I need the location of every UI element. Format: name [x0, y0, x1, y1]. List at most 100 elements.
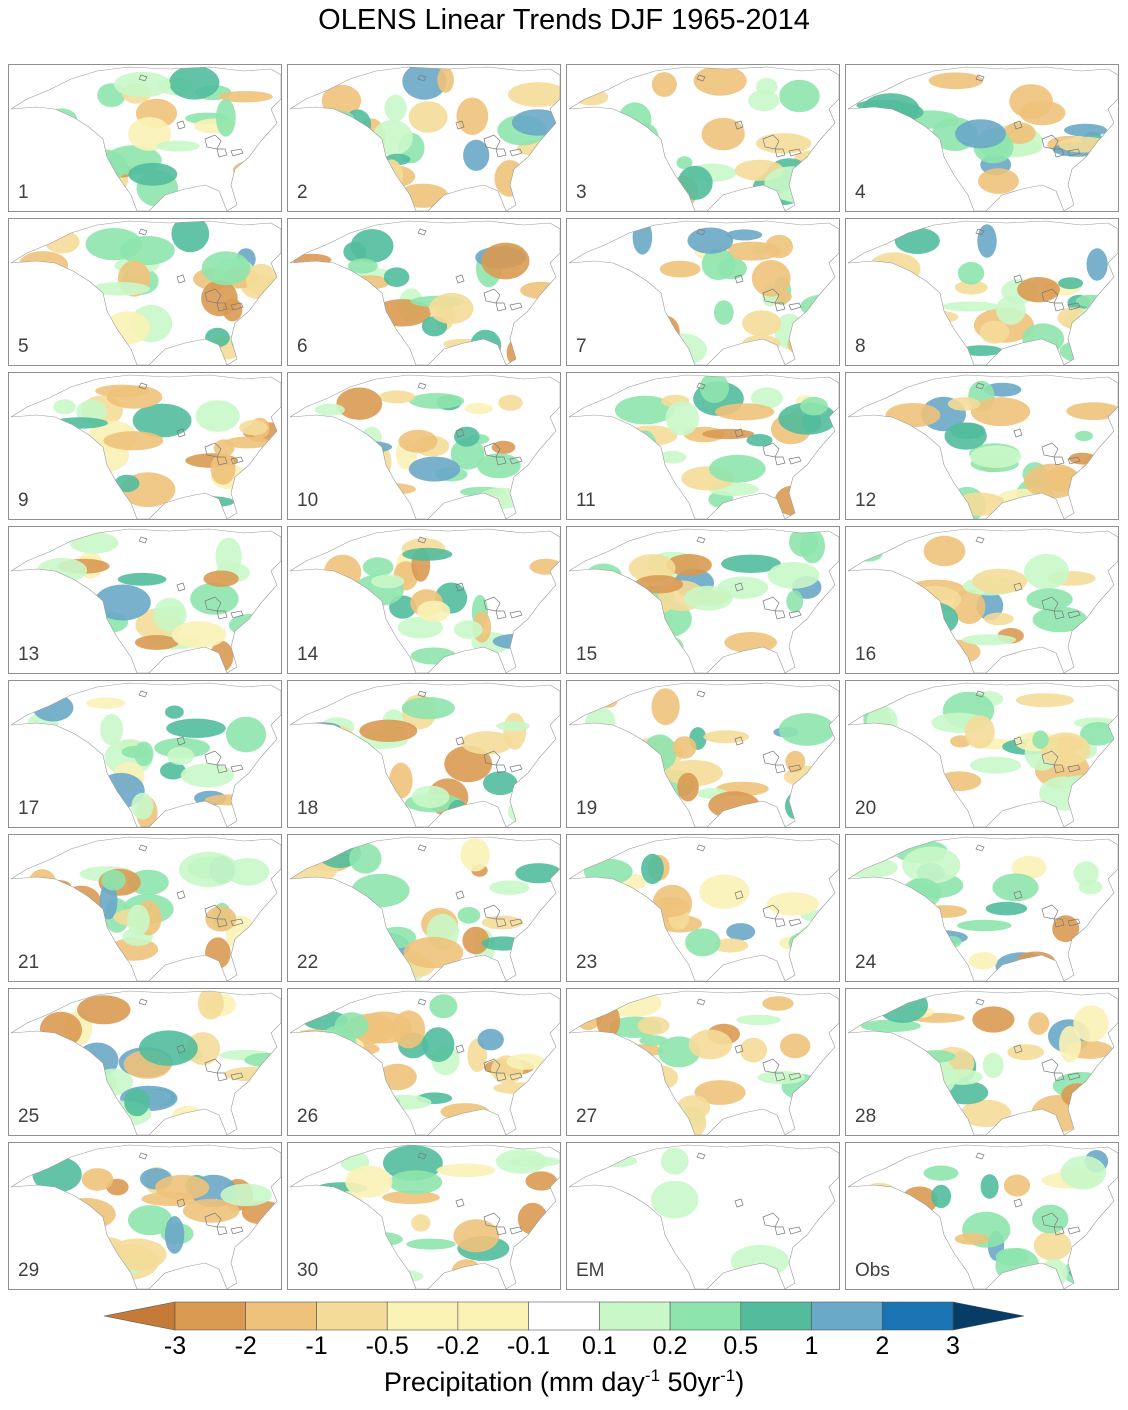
map-panel-10: 10 [287, 372, 561, 520]
map-field [289, 374, 560, 519]
panel-label: 8 [855, 336, 866, 357]
map-panel-14: 14 [287, 526, 561, 674]
map-panel-29: 29 [8, 1142, 282, 1290]
panel-label: 22 [297, 952, 319, 973]
panel-label: 27 [576, 1106, 598, 1127]
panel-label: 30 [297, 1260, 319, 1281]
map-panel-11: 11 [566, 372, 840, 520]
colorbar-swatch [528, 1301, 600, 1331]
map-field [10, 528, 281, 673]
panel-label: 7 [576, 336, 587, 357]
map-panel-6: 6 [287, 218, 561, 366]
panel-label: 11 [576, 490, 596, 511]
map-field [847, 528, 1118, 673]
map-panel-16: 16 [845, 526, 1119, 674]
map-panel-22: 22 [287, 834, 561, 982]
colorbar-tick-label: 3 [946, 1332, 960, 1360]
panel-label: EM [576, 1260, 605, 1281]
map-field [847, 990, 1118, 1135]
panel-label: 15 [576, 644, 598, 665]
panel-label: 5 [18, 336, 29, 357]
colorbar-swatch [386, 1301, 459, 1331]
colorbar-swatch [174, 1301, 246, 1331]
map-panel-em: EM [566, 1142, 840, 1290]
panel-label: 20 [855, 798, 877, 819]
colorbar-swatch [811, 1301, 883, 1331]
panel-label: 1 [18, 182, 29, 203]
map-panel-1: 1 [8, 64, 282, 212]
map-panel-23: 23 [566, 834, 840, 982]
map-field [568, 1144, 839, 1289]
colorbar-title-sup1: -1 [644, 1366, 661, 1385]
map-field [568, 528, 839, 673]
map-panel-19: 19 [566, 680, 840, 828]
map-panel-30: 30 [287, 1142, 561, 1290]
map-panel-25: 25 [8, 988, 282, 1136]
colorbar-swatch [316, 1301, 388, 1331]
map-panel-24: 24 [845, 834, 1119, 982]
panel-label: 24 [855, 952, 877, 973]
panel-label: 4 [855, 182, 866, 203]
map-field [568, 374, 839, 519]
map-panel-26: 26 [287, 988, 561, 1136]
panel-label: 28 [855, 1106, 877, 1127]
map-field [289, 990, 560, 1135]
map-field [289, 836, 560, 981]
panel-label: 18 [297, 798, 319, 819]
colorbar [103, 1301, 1025, 1331]
colorbar-right-arrow [952, 1301, 1025, 1331]
colorbar-tick-label: -0.1 [507, 1332, 551, 1360]
colorbar-swatch [245, 1301, 317, 1331]
map-field [289, 1144, 560, 1289]
colorbar-left-arrow [103, 1301, 176, 1331]
colorbar-tick-label: -3 [163, 1332, 187, 1360]
map-panel-obs: Obs [845, 1142, 1119, 1290]
panel-label: 26 [297, 1106, 319, 1127]
map-field [568, 66, 839, 211]
map-field [10, 1144, 281, 1289]
colorbar-tick-label: 0.2 [652, 1332, 688, 1360]
map-panel-17: 17 [8, 680, 282, 828]
colorbar-swatch [669, 1301, 742, 1331]
map-field [289, 66, 560, 211]
colorbar-swatch [740, 1301, 812, 1331]
map-field [847, 374, 1118, 519]
colorbar-title-main: Precipitation (mm day [383, 1367, 645, 1397]
panel-label: 25 [18, 1106, 40, 1127]
map-panel-13: 13 [8, 526, 282, 674]
panel-label: 16 [855, 644, 877, 665]
map-panel-3: 3 [566, 64, 840, 212]
map-panel-2: 2 [287, 64, 561, 212]
colorbar-tick-label: 0.5 [723, 1332, 759, 1360]
map-panel-18: 18 [287, 680, 561, 828]
colorbar-tick-label: 1 [804, 1332, 819, 1360]
map-panel-20: 20 [845, 680, 1119, 828]
map-field [10, 66, 281, 211]
panel-label: 29 [18, 1260, 40, 1281]
colorbar-title-end: ) [735, 1367, 745, 1397]
colorbar-title: Precipitation (mm day-1 50yr-1) [0, 1366, 1128, 1398]
panel-label: 10 [297, 490, 319, 511]
colorbar-swatch [599, 1301, 671, 1331]
map-field [568, 682, 839, 827]
map-field [289, 682, 560, 827]
map-panel-15: 15 [566, 526, 840, 674]
panel-grid: 1 2 3 4 5 6 7 8 9 [8, 64, 1120, 1290]
map-field [568, 990, 839, 1135]
colorbar-tick-label: -1 [305, 1332, 328, 1360]
map-panel-9: 9 [8, 372, 282, 520]
colorbar-tick-label: -0.5 [365, 1332, 409, 1360]
panel-label: 2 [297, 182, 308, 203]
map-field [568, 836, 839, 981]
map-field [10, 682, 281, 827]
panel-label: 3 [576, 182, 587, 203]
panel-label: 17 [18, 798, 40, 819]
map-panel-4: 4 [845, 64, 1119, 212]
colorbar-tick-label: -0.2 [436, 1332, 480, 1360]
map-panel-7: 7 [566, 218, 840, 366]
map-panel-28: 28 [845, 988, 1119, 1136]
panel-label: 21 [18, 952, 40, 973]
map-field [10, 374, 281, 519]
map-field [10, 836, 281, 981]
map-panel-8: 8 [845, 218, 1119, 366]
